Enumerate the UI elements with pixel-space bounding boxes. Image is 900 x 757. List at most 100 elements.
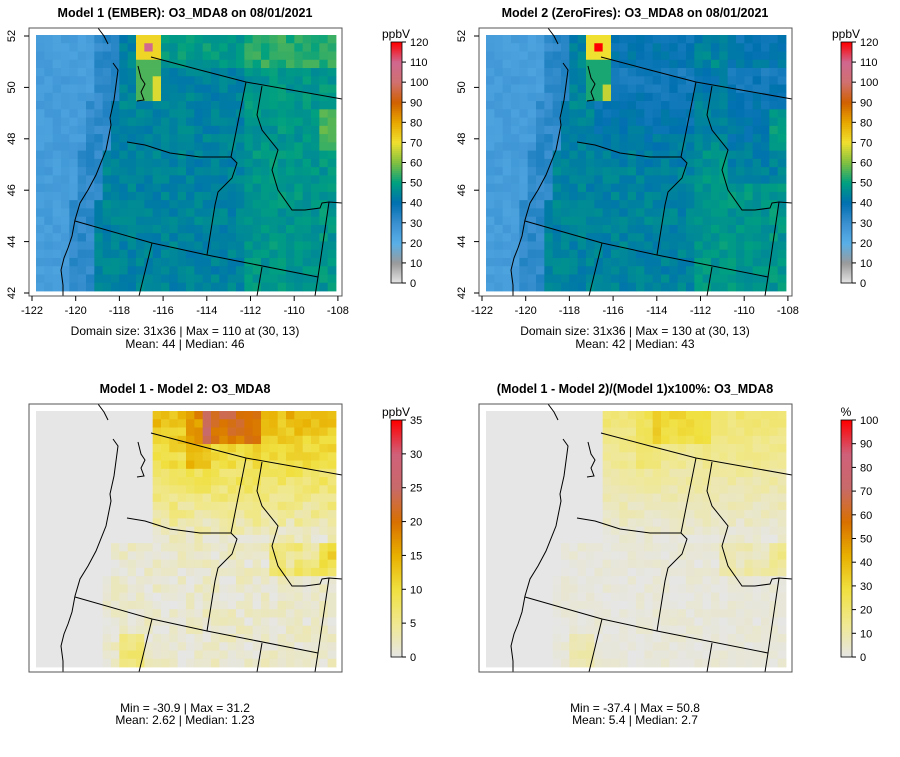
grid-cell: [569, 642, 578, 651]
grid-cell: [169, 560, 178, 569]
grid-cell: [628, 283, 637, 292]
grid-cell: [136, 584, 145, 593]
grid-cell: [661, 85, 670, 94]
grid-cell: [628, 609, 637, 618]
grid-cell: [303, 518, 312, 527]
grid-cell: [778, 241, 787, 250]
grid-cell: [636, 175, 645, 184]
grid-cell: [628, 650, 637, 659]
grid-cell: [603, 568, 612, 577]
grid-cell: [144, 159, 153, 168]
grid-cell: [669, 225, 678, 234]
grid-cell: [711, 233, 720, 242]
grid-cell: [111, 200, 120, 209]
grid-cell: [661, 485, 670, 494]
grid-cell: [119, 560, 128, 569]
grid-cell: [119, 617, 128, 626]
grid-cell: [244, 241, 253, 250]
grid-cell: [619, 109, 628, 118]
grid-cell: [294, 159, 303, 168]
grid-cell: [203, 461, 212, 470]
grid-cell: [153, 167, 162, 176]
grid-cell: [311, 250, 320, 259]
grid-cell: [269, 126, 278, 135]
grid-cell: [761, 225, 770, 234]
grid-cell: [486, 626, 495, 635]
grid-cell: [36, 444, 45, 453]
grid-cell: [278, 134, 287, 143]
grid-cell: [36, 518, 45, 527]
grid-cell: [636, 650, 645, 659]
grid-cell: [619, 568, 628, 577]
grid-cell: [553, 593, 562, 602]
grid-cell: [303, 109, 312, 118]
grid-cell: [636, 208, 645, 217]
grid-cell: [319, 192, 328, 201]
grid-cell: [53, 452, 62, 461]
grid-cell: [303, 241, 312, 250]
grid-cell: [236, 241, 245, 250]
grid-cell: [744, 568, 753, 577]
grid-cell: [678, 601, 687, 610]
grid-cell: [628, 444, 637, 453]
grid-cell: [736, 134, 745, 143]
grid-cell: [611, 543, 620, 552]
grid-cell: [611, 469, 620, 478]
grid-cell: [603, 192, 612, 201]
grid-cell: [661, 283, 670, 292]
grid-cell: [311, 208, 320, 217]
grid-cell: [619, 626, 628, 635]
grid-cell: [528, 428, 537, 437]
grid-cell: [319, 560, 328, 569]
grid-cell: [653, 485, 662, 494]
grid-cell: [78, 126, 87, 135]
grid-cell: [628, 411, 637, 420]
grid-cell: [611, 118, 620, 127]
grid-cell: [778, 428, 787, 437]
grid-cell: [653, 452, 662, 461]
grid-cell: [736, 609, 745, 618]
grid-cell: [128, 60, 137, 69]
grid-cell: [319, 93, 328, 102]
grid-cell: [678, 485, 687, 494]
grid-cell: [644, 184, 653, 193]
grid-cell: [486, 494, 495, 503]
grid-cell: [661, 43, 670, 52]
grid-cell: [544, 436, 553, 445]
grid-cell: [294, 650, 303, 659]
grid-cell: [119, 428, 128, 437]
grid-cell: [678, 126, 687, 135]
grid-cell: [211, 477, 220, 486]
grid-cell: [719, 101, 728, 110]
grid-cell: [303, 93, 312, 102]
grid-cell: [711, 35, 720, 44]
grid-cell: [236, 184, 245, 193]
grid-cell: [261, 184, 270, 193]
grid-cell: [603, 68, 612, 77]
grid-cell: [536, 584, 545, 593]
grid-cell: [286, 142, 295, 151]
grid-cell: [211, 52, 220, 61]
grid-cell: [628, 192, 637, 201]
grid-cell: [319, 551, 328, 560]
grid-cell: [161, 68, 170, 77]
grid-cell: [544, 527, 553, 536]
grid-cell: [519, 452, 528, 461]
grid-cell: [528, 109, 537, 118]
grid-cell: [169, 502, 178, 511]
grid-cell: [628, 485, 637, 494]
grid-cell: [769, 134, 778, 143]
grid-cell: [761, 192, 770, 201]
grid-cell: [203, 650, 212, 659]
grid-cell: [253, 283, 262, 292]
grid-cell: [186, 485, 195, 494]
grid-cell: [519, 85, 528, 94]
grid-cell: [78, 241, 87, 250]
grid-cell: [244, 626, 253, 635]
grid-cell: [494, 76, 503, 85]
grid-cell: [736, 502, 745, 511]
grid-cell: [753, 411, 762, 420]
grid-cell: [594, 283, 603, 292]
grid-cell: [494, 461, 503, 470]
